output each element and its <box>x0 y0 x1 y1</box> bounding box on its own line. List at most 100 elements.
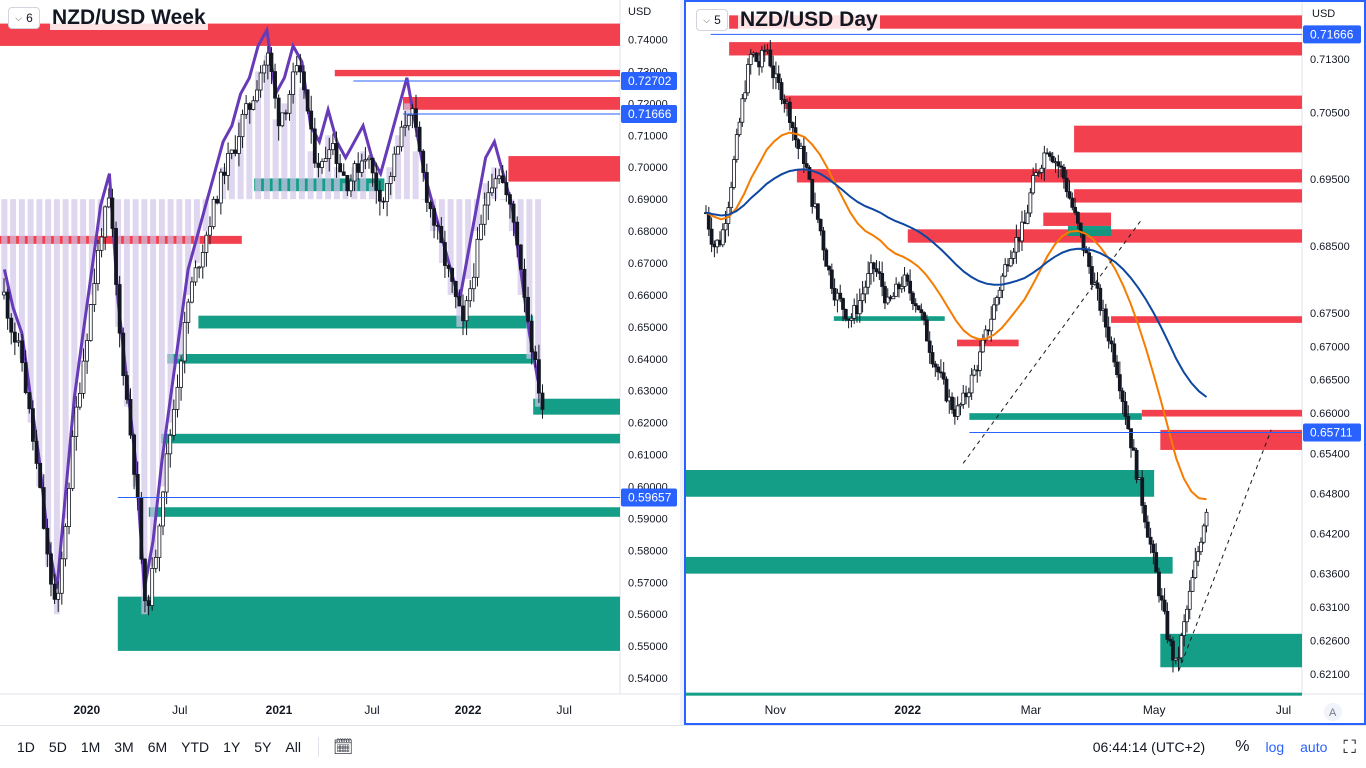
candle <box>972 369 977 376</box>
candle <box>1129 428 1133 449</box>
collapse-indicators-button[interactable]: ⌵ 5 <box>696 9 728 31</box>
candle <box>720 229 725 246</box>
time-tick-label: 2022 <box>455 703 482 717</box>
price-tick-label: 0.63000 <box>628 386 668 398</box>
candle <box>305 89 310 112</box>
candle <box>132 434 137 475</box>
candle <box>161 491 165 527</box>
candle <box>1081 232 1086 251</box>
daily-unit-label[interactable]: USD <box>1312 8 1336 20</box>
candle <box>171 409 176 436</box>
candle <box>150 567 155 606</box>
daily-chart-canvas[interactable]: 0.71300 0.70500 0.69500 0.68500 0.67500 0.670… <box>686 2 1364 723</box>
clock-timezone[interactable]: 06:44:14 (UTC+2) <box>1092 739 1206 755</box>
price-label-box[interactable] <box>621 71 677 90</box>
price-label-box[interactable] <box>621 488 677 507</box>
axis-mode-button[interactable] <box>1324 703 1342 721</box>
band-bar <box>281 103 288 200</box>
range-button-ytd[interactable]: YTD <box>181 739 210 755</box>
candle <box>222 171 227 176</box>
time-tick-label: Nov <box>765 703 786 717</box>
price-tick-label: 0.66000 <box>1310 408 1350 420</box>
candle <box>1095 282 1100 289</box>
price-tick-label: 0.66000 <box>628 290 668 302</box>
time-tick-label: Mar <box>1021 703 1042 717</box>
price-axis[interactable] <box>1302 2 1364 723</box>
range-button-6m[interactable]: 6M <box>147 739 168 755</box>
candle <box>801 145 806 165</box>
candle <box>450 267 455 282</box>
candle <box>1196 551 1201 562</box>
band-bar <box>1 199 8 295</box>
time-tick-label: Jul <box>1276 703 1291 717</box>
range-button-all[interactable]: All <box>285 739 301 755</box>
pane-divider[interactable] <box>680 0 684 725</box>
price-tick-label: 0.68000 <box>628 226 668 238</box>
price-label-text: 0.65711 <box>1310 425 1353 439</box>
band-bar <box>228 151 235 200</box>
candle <box>287 94 292 114</box>
range-button-1d[interactable]: 1D <box>17 739 35 755</box>
go-to-date-icon[interactable]: 🗓 <box>332 739 354 756</box>
percent-toggle[interactable]: % <box>1235 738 1250 755</box>
candle <box>251 100 256 110</box>
collapse-indicators-button[interactable]: ⌵ 6 <box>8 7 40 29</box>
price-tick-label: 0.56000 <box>628 609 668 621</box>
candle <box>1204 511 1209 527</box>
candle <box>1008 258 1013 267</box>
candle <box>989 318 994 332</box>
price-label-box[interactable] <box>1303 423 1361 442</box>
weekly-chart-pane[interactable]: 0.740000.730000.720000.710000.700000.690… <box>0 0 680 725</box>
candle <box>486 192 491 206</box>
candle <box>885 296 890 304</box>
band-bar <box>412 151 419 200</box>
candle <box>38 462 43 488</box>
band-bar <box>45 199 52 567</box>
time-tick-label: 2022 <box>894 703 921 717</box>
range-button-3m[interactable]: 3M <box>114 739 134 755</box>
candle <box>1028 192 1033 214</box>
range-button-5y[interactable]: 5Y <box>254 739 272 755</box>
candle <box>1143 505 1147 523</box>
candle <box>1084 249 1089 254</box>
band-bar <box>298 87 305 200</box>
weekly-chart-canvas[interactable]: 0.740000.730000.720000.710000.700000.690… <box>0 0 680 725</box>
candle <box>302 71 306 91</box>
candle <box>732 159 736 188</box>
auto-toggle[interactable]: auto <box>1300 739 1328 755</box>
demand-zone <box>161 433 620 444</box>
candle <box>367 157 371 161</box>
candle <box>529 320 534 353</box>
candle <box>863 286 868 295</box>
weekly-unit-label[interactable]: USD <box>628 6 652 18</box>
band-bar <box>325 135 332 200</box>
candle <box>1190 577 1195 592</box>
band-bar <box>71 199 78 423</box>
candle <box>818 218 823 232</box>
candle <box>1089 266 1094 285</box>
band-bar <box>132 199 139 487</box>
candle <box>439 226 444 243</box>
candle <box>262 64 267 74</box>
supply-zone <box>1074 189 1302 203</box>
candle <box>1179 635 1184 659</box>
supply-zone <box>796 169 1302 183</box>
candle <box>779 82 784 100</box>
candle <box>341 171 346 176</box>
candle <box>958 403 963 407</box>
daily-chart-pane[interactable]: 0.71300 0.70500 0.69500 0.68500 0.67500 0.670… <box>684 0 1366 725</box>
fullscreen-icon[interactable]: ⛶ <box>1343 736 1356 757</box>
range-button-1m[interactable]: 1M <box>80 739 101 755</box>
range-button-5d[interactable]: 5D <box>48 739 67 755</box>
price-label-box[interactable] <box>621 105 677 124</box>
candle <box>392 153 397 177</box>
candle <box>1103 308 1108 328</box>
candle <box>1003 264 1008 277</box>
log-toggle[interactable]: log <box>1265 739 1285 755</box>
range-button-1y[interactable]: 1Y <box>223 739 241 755</box>
candle <box>1131 447 1136 451</box>
candle <box>265 52 270 66</box>
price-tick-label: 0.62000 <box>628 418 668 430</box>
price-label-box[interactable] <box>1303 25 1361 44</box>
supply-zone <box>1160 429 1302 450</box>
